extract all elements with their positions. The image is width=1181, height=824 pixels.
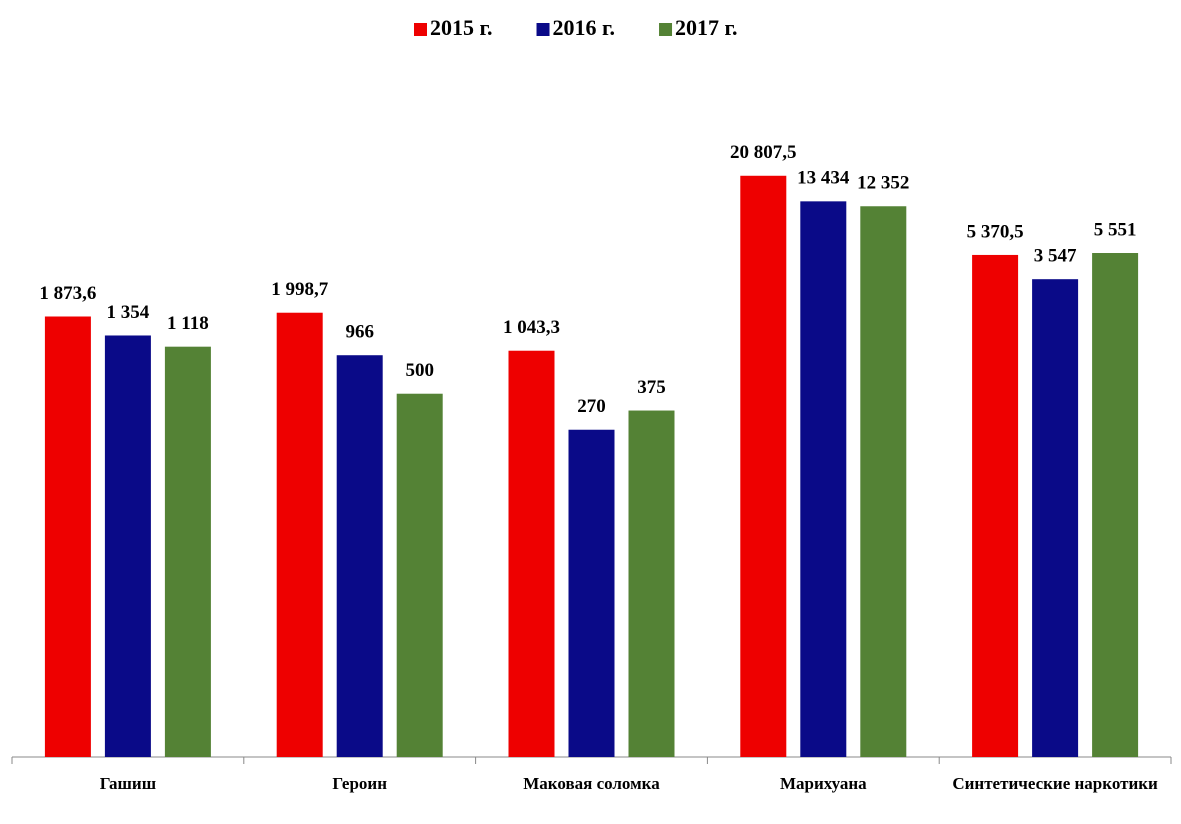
bar bbox=[628, 410, 675, 757]
bar bbox=[44, 316, 91, 757]
bar bbox=[1092, 253, 1139, 757]
data-label: 1 873,6 bbox=[39, 283, 96, 304]
bar bbox=[740, 175, 787, 758]
bar bbox=[972, 254, 1019, 758]
bar bbox=[800, 201, 847, 757]
data-label: 12 352 bbox=[857, 173, 909, 194]
legend-label: 2015 г. bbox=[430, 15, 493, 40]
data-label: 270 bbox=[577, 396, 606, 417]
data-label: 375 bbox=[637, 377, 666, 398]
data-label: 500 bbox=[405, 360, 434, 381]
bar bbox=[860, 206, 907, 757]
bar bbox=[276, 312, 323, 757]
legend-label: 2016 г. bbox=[553, 15, 616, 40]
legend-swatch bbox=[536, 23, 550, 36]
data-label: 5 551 bbox=[1094, 219, 1137, 240]
legend-swatch bbox=[659, 23, 673, 36]
bar bbox=[1032, 279, 1079, 757]
x-tick-label: Гашиш bbox=[100, 774, 156, 793]
bar bbox=[164, 346, 211, 757]
data-label: 3 547 bbox=[1034, 246, 1077, 267]
x-tick-label: Маковая соломка bbox=[523, 774, 660, 793]
bar bbox=[396, 393, 443, 757]
data-label: 13 434 bbox=[797, 168, 850, 189]
data-label: 20 807,5 bbox=[730, 142, 797, 163]
bar bbox=[508, 350, 555, 757]
x-tick-label: Героин bbox=[332, 774, 387, 793]
data-label: 1 043,3 bbox=[503, 317, 560, 338]
legend-swatch bbox=[414, 23, 427, 36]
data-label: 1 998,7 bbox=[271, 279, 329, 300]
data-label: 5 370,5 bbox=[967, 221, 1024, 242]
legend-label: 2017 г. bbox=[675, 15, 738, 40]
x-tick-label: Синтетические наркотики bbox=[952, 774, 1158, 793]
data-label: 1 118 bbox=[167, 313, 209, 334]
bar bbox=[336, 355, 383, 757]
x-tick-label: Марихуана bbox=[780, 774, 867, 793]
bar bbox=[104, 335, 151, 757]
data-label: 966 bbox=[345, 322, 374, 343]
bar bbox=[568, 429, 615, 757]
data-label: 1 354 bbox=[107, 302, 150, 323]
